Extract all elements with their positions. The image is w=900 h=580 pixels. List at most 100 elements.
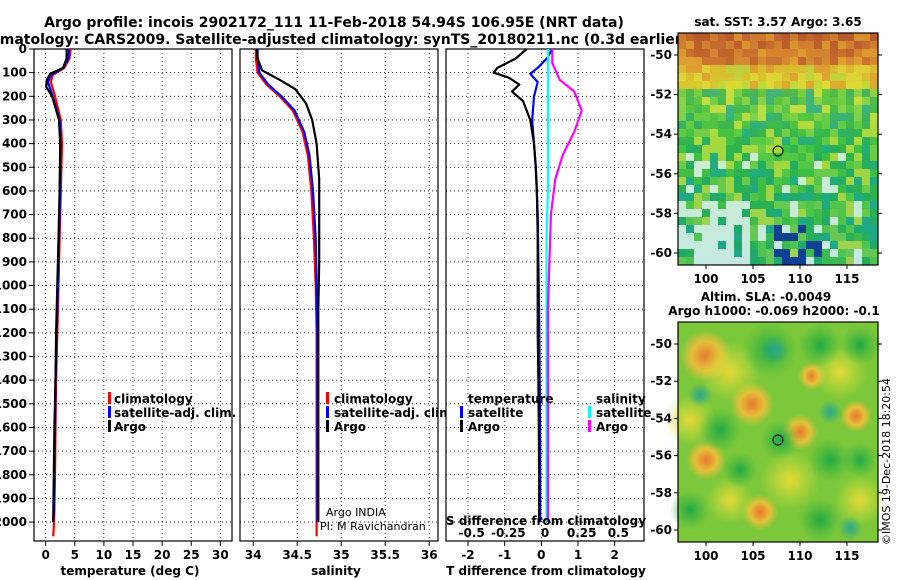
sst-cell (822, 153, 830, 161)
sst-cell (798, 89, 806, 97)
sst-cell (710, 169, 718, 177)
sst-cell (806, 153, 814, 161)
sst-cell (694, 73, 702, 81)
sst-cell (718, 153, 726, 161)
sst-cell (742, 65, 750, 73)
sst-cell (814, 145, 822, 153)
sst-cell (742, 169, 750, 177)
sst-cell (734, 145, 742, 153)
sst-cell (702, 161, 710, 169)
sst-cell (806, 113, 814, 121)
sst-cell (774, 89, 782, 97)
sst-cell (862, 185, 870, 193)
sla-anomaly-blob (688, 383, 712, 407)
sla-field-detail (664, 322, 886, 542)
sst-cell (870, 209, 878, 217)
sst-cell (782, 145, 790, 153)
sst-cell (846, 193, 854, 201)
sst-cell (702, 105, 710, 113)
sst-cell (838, 241, 846, 249)
sst-cell (766, 65, 774, 73)
sst-cell (678, 201, 686, 209)
sst-cell (838, 161, 846, 169)
sst-cell (726, 233, 734, 241)
sst-cell (854, 153, 862, 161)
sst-cell (806, 201, 814, 209)
sst-cell (678, 113, 686, 121)
sst-cell (774, 137, 782, 145)
legend-salinity-title: salinity (596, 392, 646, 406)
sst-cell (686, 65, 694, 73)
sst-cell (702, 201, 710, 209)
series-line-argo (255, 48, 321, 523)
sst-cell (734, 113, 742, 121)
x-tick-label: 35 (333, 548, 350, 562)
sst-cell (694, 209, 702, 217)
sst-cell (838, 105, 846, 113)
sst-cell (870, 217, 878, 225)
sst-cell (694, 129, 702, 137)
sla-anomaly-blob (840, 325, 880, 365)
sst-cell (790, 121, 798, 129)
sst-cell (702, 65, 710, 73)
sst-cell (870, 105, 878, 113)
sst-cell (678, 65, 686, 73)
sla-anomaly-blob (761, 336, 789, 364)
sst-cell (830, 81, 838, 89)
sst-cell (742, 129, 750, 137)
sst-cell (678, 121, 686, 129)
sst-cell (750, 241, 758, 249)
legend-temperature-title: temperature (468, 392, 553, 406)
sst-cell (726, 49, 734, 57)
difference-x2label: S difference from climatology (446, 514, 646, 528)
sst-cell (686, 113, 694, 121)
sst-cell (686, 241, 694, 249)
sst-cell (790, 185, 798, 193)
sla-map-title2: Argo h1000: -0.069 h2000: -0.1 (668, 304, 879, 318)
sst-cell (774, 161, 782, 169)
sst-cell (678, 257, 686, 265)
sst-cell (822, 233, 830, 241)
sst-cell (838, 113, 846, 121)
sst-cell (854, 73, 862, 81)
sst-cell (870, 81, 878, 89)
salinity-axes-frame (239, 48, 439, 542)
lon-tick-label: 105 (740, 272, 765, 286)
y-tick-label: 1600 (0, 420, 27, 434)
sst-cell (734, 217, 742, 225)
sst-cell (774, 81, 782, 89)
sst-cell (702, 33, 710, 41)
sst-cell (726, 33, 734, 41)
sst-cell (734, 73, 742, 81)
sst-cell (678, 161, 686, 169)
sst-cell (694, 137, 702, 145)
sst-cell (830, 49, 838, 57)
sst-cell (742, 177, 750, 185)
sst-cell (806, 241, 814, 249)
sst-cell (702, 233, 710, 241)
sst-cell (686, 257, 694, 265)
sst-cell (758, 209, 766, 217)
sst-cell (726, 73, 734, 81)
y-tick-label: 100 (2, 66, 27, 80)
sst-cell (766, 225, 774, 233)
sst-cell (694, 185, 702, 193)
sst-cell (822, 113, 830, 121)
sst-cell (782, 49, 790, 57)
sst-cell (678, 81, 686, 89)
sst-cell (822, 225, 830, 233)
sst-cell (790, 161, 798, 169)
sst-cell (790, 65, 798, 73)
sst-cell (734, 201, 742, 209)
sst-cell (774, 49, 782, 57)
sst-cell (830, 257, 838, 265)
x-tick-label: 2 (610, 548, 618, 562)
sst-cell (766, 241, 774, 249)
sst-cell (806, 97, 814, 105)
sst-cell (798, 113, 806, 121)
legend-satellite-swatch (326, 406, 329, 418)
sst-cell (718, 185, 726, 193)
sst-cell (790, 73, 798, 81)
sst-cell (862, 225, 870, 233)
sla-anomaly-blob (670, 490, 710, 530)
